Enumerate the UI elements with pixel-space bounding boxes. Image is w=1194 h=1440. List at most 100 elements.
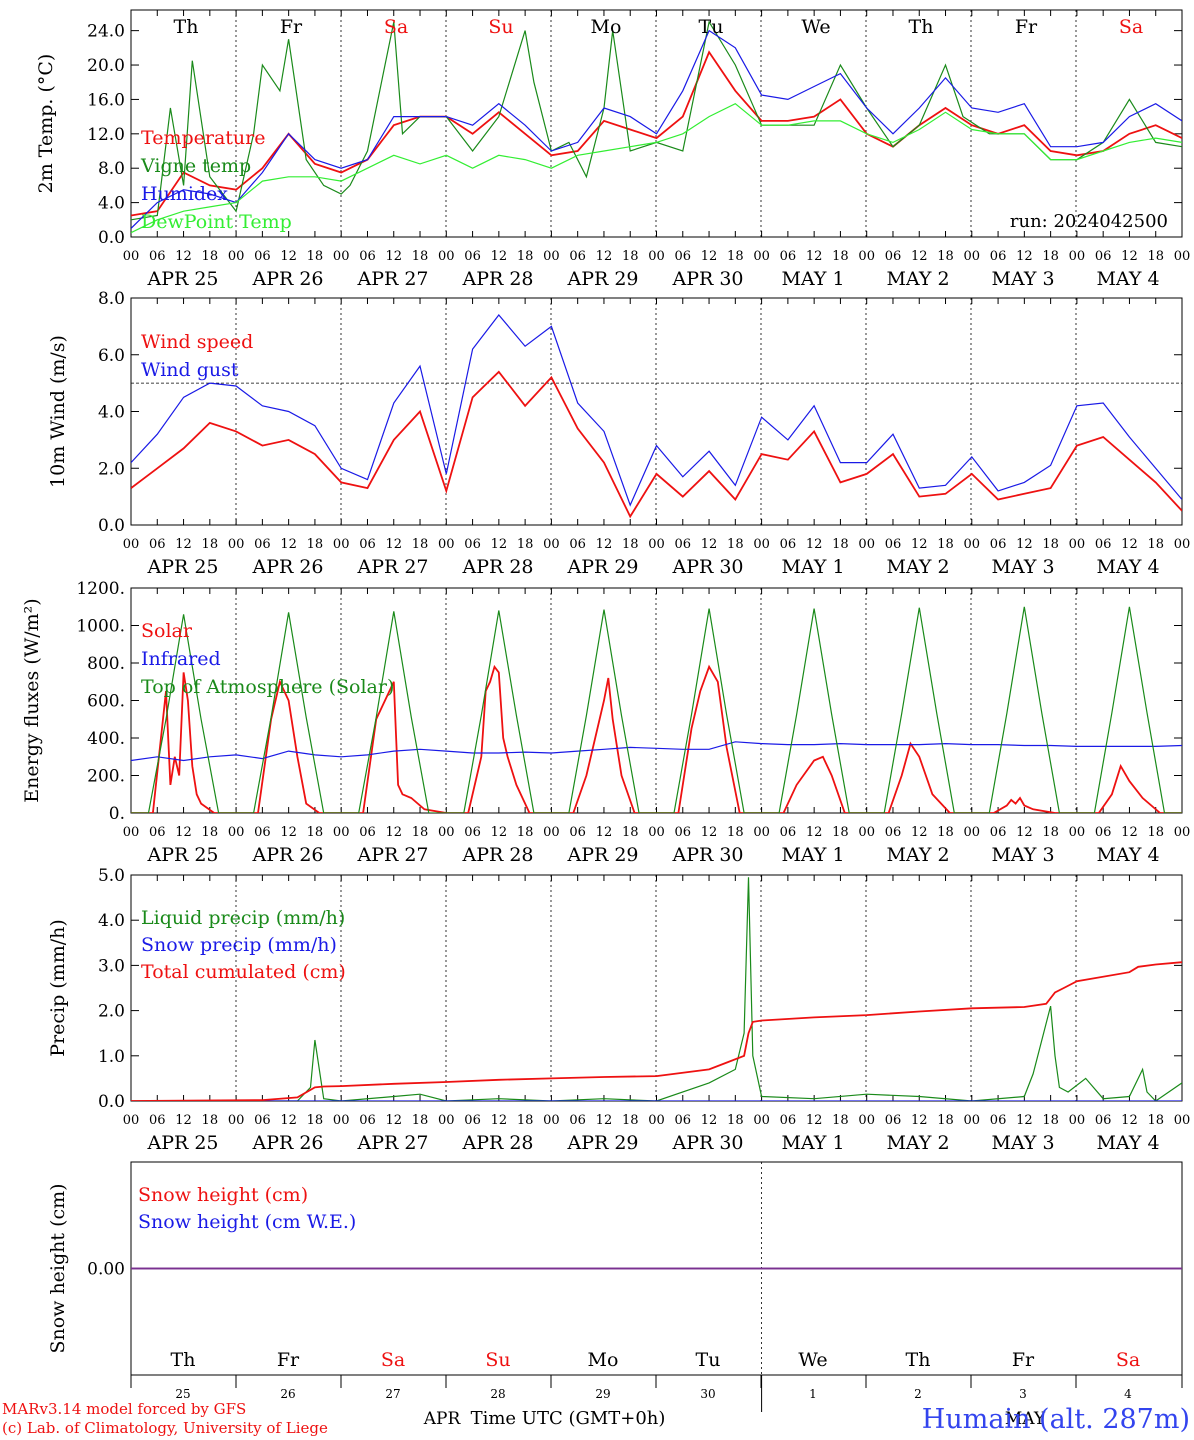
x-tick-label: 12 (701, 825, 718, 840)
month-label-apr: APR (423, 1409, 462, 1429)
series-line-3 (131, 606, 1182, 813)
x-tick-label: 00 (543, 1113, 560, 1128)
panel-3: 00 06 12 18 00 06 12 18 00 06 12 18 00 06 12 18 00 06 12 18… (21, 579, 1190, 866)
x-tick-label: 06 (990, 1113, 1007, 1128)
x-tick-label: 18 (1147, 537, 1164, 552)
legend-entry: Wind speed (141, 331, 253, 353)
y-tick-label: 800. (87, 654, 125, 674)
x-tick-label: 00 (648, 249, 665, 264)
y-axis-label: 2m Temp. (°C) (35, 54, 57, 194)
date-label: APR 27 (356, 844, 428, 866)
x-tick-label: 12 (1016, 249, 1033, 264)
y-tick-label: 16.0 (87, 90, 125, 110)
x-tick-label: 06 (254, 537, 271, 552)
legend-entry: Snow height (cm) (138, 1184, 308, 1206)
x-tick-label: 06 (1095, 249, 1112, 264)
y-tick-label: 1200. (76, 579, 125, 599)
day-number-label: 25 (175, 1387, 190, 1401)
x-tick-label: 06 (990, 537, 1007, 552)
x-tick-label: 18 (202, 825, 219, 840)
day-number-label: 4 (1124, 1387, 1132, 1401)
x-tick-label: 00 (123, 537, 140, 552)
date-label: MAY 2 (886, 844, 949, 866)
x-tick-label: 00 (964, 1113, 981, 1128)
weekday-label: Mo (591, 16, 622, 38)
x-tick-label: 12 (491, 825, 508, 840)
y-tick-label: 0.00 (87, 1260, 125, 1280)
x-tick-label: 06 (149, 1113, 166, 1128)
day-number-label: 1 (809, 1387, 817, 1401)
weekday-label: We (801, 16, 830, 38)
day-number-label: 29 (595, 1387, 610, 1401)
x-tick-label: 06 (990, 249, 1007, 264)
x-tick-label: 12 (385, 249, 402, 264)
x-tick-label: 00 (543, 249, 560, 264)
x-tick-label: 18 (937, 1113, 954, 1128)
x-tick-label: 06 (885, 249, 902, 264)
x-tick-label: 12 (1016, 537, 1033, 552)
y-axis-label: Energy fluxes (W/m²) (21, 598, 43, 802)
x-tick-label: 12 (911, 537, 928, 552)
x-tick-label: 12 (280, 1113, 297, 1128)
x-tick-label: 00 (438, 825, 455, 840)
x-tick-label: 06 (780, 825, 797, 840)
x-tick-label: 18 (727, 825, 744, 840)
x-tick-label: 06 (464, 537, 481, 552)
x-tick-label: 00 (1069, 1113, 1086, 1128)
x-tick-label: 12 (385, 537, 402, 552)
x-tick-label: 00 (648, 1113, 665, 1128)
x-tick-label: 12 (1121, 537, 1138, 552)
y-tick-label: 0.0 (98, 516, 125, 536)
x-tick-label: 00 (228, 825, 245, 840)
x-tick-label: 06 (464, 1113, 481, 1128)
x-tick-label: 00 (858, 825, 875, 840)
x-tick-label: 18 (307, 825, 324, 840)
series-line-1 (131, 877, 1182, 1101)
y-tick-label: 24.0 (87, 22, 125, 42)
date-label: APR 26 (251, 1132, 323, 1154)
y-tick-label: 4.0 (98, 403, 125, 423)
x-tick-label: 18 (202, 1113, 219, 1128)
series-line-1 (131, 370, 1182, 519)
legend-entry: Top of Atmosphere (Solar) (141, 676, 394, 698)
legend-entry: Liquid precip (mm/h) (141, 907, 345, 929)
legend-entry: Wind gust (141, 359, 239, 381)
y-tick-label: 20.0 (87, 56, 125, 76)
date-label: MAY 2 (886, 1132, 949, 1154)
x-tick-label: 06 (359, 249, 376, 264)
x-tick-label: 00 (753, 537, 770, 552)
x-tick-label: 12 (596, 537, 613, 552)
legend-entry: Vigne temp (140, 155, 251, 177)
date-label: MAY 1 (781, 556, 844, 578)
x-tick-label: 18 (832, 825, 849, 840)
day-number-label: 28 (490, 1387, 505, 1401)
weekday-label: Th (906, 1349, 931, 1371)
x-axis-label: Time UTC (GMT+0h) (471, 1408, 666, 1429)
date-label: APR 27 (356, 268, 428, 290)
date-label: APR 30 (671, 1132, 743, 1154)
y-tick-label: 3.0 (98, 956, 125, 976)
x-tick-label: 06 (254, 249, 271, 264)
x-tick-label: 18 (937, 825, 954, 840)
y-tick-label: 8.0 (98, 159, 125, 179)
date-label: MAY 3 (991, 1132, 1054, 1154)
x-tick-label: 00 (333, 825, 350, 840)
date-label: MAY 4 (1096, 268, 1159, 290)
weekday-label: Fr (280, 16, 303, 38)
x-tick-label: 00 (438, 537, 455, 552)
x-tick-label: 12 (806, 537, 823, 552)
legend-entry: Snow height (cm W.E.) (138, 1211, 356, 1233)
x-tick-label: 06 (569, 537, 586, 552)
date-label: MAY 3 (991, 556, 1054, 578)
x-tick-label: 00 (964, 249, 981, 264)
x-tick-label: 18 (1147, 249, 1164, 264)
x-tick-label: 06 (464, 825, 481, 840)
series-line-2 (131, 741, 1182, 762)
x-tick-label: 00 (1174, 825, 1191, 840)
date-label: APR 29 (566, 844, 638, 866)
x-tick-label: 18 (1042, 825, 1059, 840)
x-tick-label: 12 (385, 1113, 402, 1128)
plot-frame (130, 9, 1183, 238)
x-tick-label: 12 (491, 537, 508, 552)
series-line-2 (131, 314, 1182, 507)
